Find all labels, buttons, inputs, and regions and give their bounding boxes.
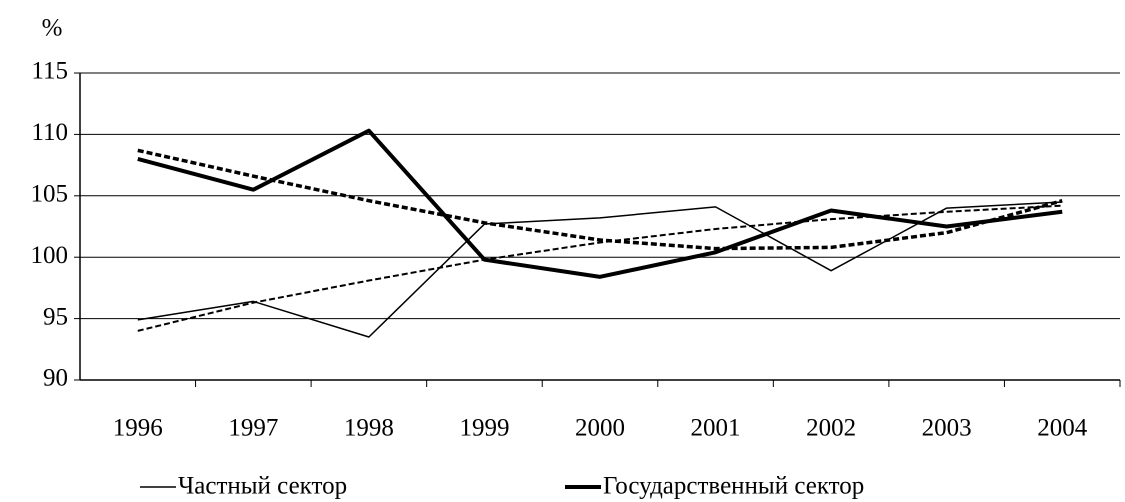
x-tick-label: 2004 [1037, 415, 1088, 442]
x-tick-label: 1999 [459, 415, 509, 442]
y-tick-label: 115 [31, 58, 68, 85]
y-tick-label: 105 [31, 181, 69, 208]
x-tick-label: 1997 [228, 415, 278, 442]
x-tick-label: 2000 [575, 415, 625, 442]
y-axis-label: % [42, 15, 63, 42]
y-tick-label: 95 [43, 303, 68, 330]
x-tick-label: 2001 [691, 415, 741, 442]
y-tick-label: 90 [43, 365, 68, 392]
trend-line [137, 148, 1063, 251]
y-tick-label: 110 [31, 119, 68, 146]
x-tick-label: 1996 [113, 415, 163, 442]
series-line [137, 128, 1063, 279]
trend-line [137, 204, 1063, 332]
series-line [137, 201, 1063, 338]
x-tick-label: 2002 [806, 415, 856, 442]
legend-label: Частный сектор [178, 473, 347, 500]
legend-label: Государственный сектор [603, 473, 864, 500]
y-tick-label: 100 [31, 242, 69, 269]
x-tick-label: 1998 [344, 415, 394, 442]
x-tick-label: 2003 [922, 415, 972, 442]
